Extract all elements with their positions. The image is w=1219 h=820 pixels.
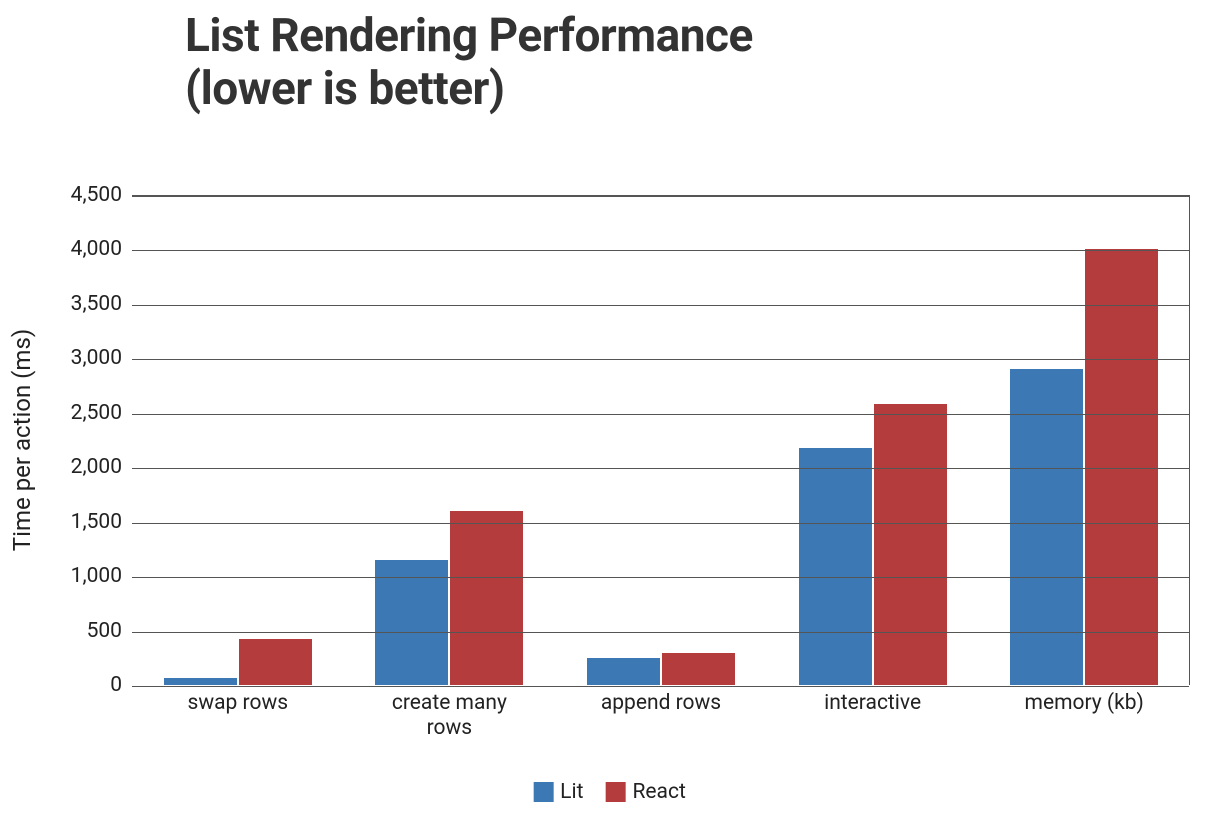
chart-title: List Rendering Performance (lower is bet… [185,10,753,116]
gridline [132,632,1189,633]
y-tick-labels: 05001,0001,5002,0002,5003,0003,5004,0004… [50,195,128,685]
bar-append_rows-react [662,653,735,685]
x-tick-labels: swap rows create manyrows append rows inter… [132,685,1190,745]
bars-layer [132,196,1189,685]
y-tick-label: 0 [110,673,122,697]
bar-memory_kb-react [1085,249,1158,685]
x-tick-label: append rows [560,691,761,716]
y-tick-label: 500 [87,619,122,643]
gridline [132,196,1189,197]
y-tick-label: 3,000 [71,346,122,370]
legend-label: React [632,780,685,804]
y-tick-label: 4,000 [71,237,122,261]
y-axis-label: Time per action (ms) [8,329,36,551]
y-tick-label: 1,000 [71,564,122,588]
legend-item-react: React [605,780,685,804]
bar-append_rows-lit [587,658,660,685]
chart-container: List Rendering Performance (lower is bet… [0,0,1219,820]
gridline [132,359,1189,360]
legend-swatch-icon [533,782,553,802]
gridline [132,250,1189,251]
chart-title-line2: (lower is better) [185,63,753,116]
x-tick-label: swap rows [137,691,338,716]
chart-title-line1: List Rendering Performance [185,10,753,63]
x-tick-label: interactive [772,691,973,716]
y-tick-label: 1,500 [71,510,122,534]
gridline [132,305,1189,306]
gridline [132,523,1189,524]
gridline [132,414,1189,415]
legend-label: Lit [560,780,583,804]
x-tick-label: memory (kb) [984,691,1185,716]
bar-create_many_rows-react [450,511,523,685]
plot-rect [132,195,1190,685]
x-tick-label: create manyrows [349,691,550,741]
bar-interactive-react [874,404,947,685]
gridline [132,468,1189,469]
legend-item-lit: Lit [533,780,583,804]
y-tick-label: 3,500 [71,292,122,316]
legend: Lit React [533,780,686,804]
y-tick-label: 2,000 [71,455,122,479]
bar-swap_rows-react [239,639,312,685]
y-tick-label: 4,500 [71,183,122,207]
bar-create_many_rows-lit [375,560,448,685]
bar-memory_kb-lit [1010,369,1083,685]
bar-interactive-lit [799,448,872,685]
plot-area: Time per action (ms) 05001,0001,5002,000… [50,195,1200,685]
legend-swatch-icon [605,782,625,802]
gridline [132,577,1189,578]
y-tick-label: 2,500 [71,401,122,425]
